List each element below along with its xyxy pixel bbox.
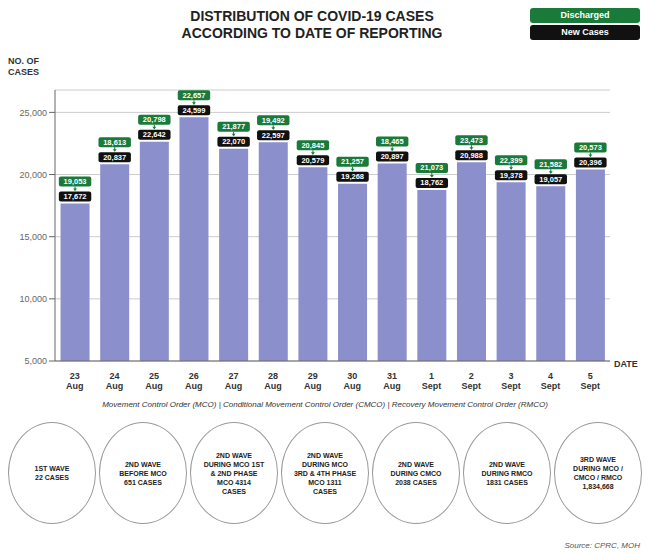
svg-text:26Aug: 26Aug: [185, 371, 203, 391]
svg-text:19,492: 19,492: [262, 116, 285, 125]
html-text:2ND WAVE DURING RMCO 1831 CASE: 2ND WAVE DURING RMCO 1831 CASES: [481, 460, 533, 486]
svg-text:20,897: 20,897: [381, 152, 404, 161]
svg-text:30Aug: 30Aug: [344, 371, 362, 391]
svg-text:22,070: 22,070: [222, 137, 245, 146]
svg-text:18,613: 18,613: [103, 138, 126, 147]
html-text:2ND WAVE BEFORE MCO 651 CASES: 2ND WAVE BEFORE MCO 651 CASES: [119, 460, 167, 486]
svg-text:20,579: 20,579: [301, 156, 324, 165]
svg-text:18,465: 18,465: [381, 137, 404, 146]
svg-text:19,378: 19,378: [500, 171, 523, 180]
html-text:Discharged: Discharged: [560, 10, 610, 20]
svg-text:20,396: 20,396: [579, 158, 602, 167]
svg-text:20,837: 20,837: [103, 153, 126, 162]
svg-text:20,845: 20,845: [301, 141, 324, 150]
svg-text:22,657: 22,657: [183, 91, 206, 100]
svg-text:10,000: 10,000: [19, 294, 47, 304]
svg-text:20,988: 20,988: [460, 151, 483, 160]
svg-text:22,597: 22,597: [262, 131, 285, 140]
svg-text:20,000: 20,000: [19, 170, 47, 180]
svg-text:19,053: 19,053: [64, 177, 87, 186]
svg-text:1Sept: 1Sept: [422, 371, 442, 391]
svg-text:20,573: 20,573: [579, 143, 602, 152]
svg-text:19,057: 19,057: [539, 175, 562, 184]
html-text:DISTRIBUTION OF COVID-19 CASES: DISTRIBUTION OF COVID-19 CASES ACCORDING…: [181, 8, 443, 41]
html-text:Source: CPRC, MOH: Source: CPRC, MOH: [564, 541, 640, 550]
html-text:2ND WAVE DURING MCO 1ST & 2ND: 2ND WAVE DURING MCO 1ST & 2ND PHASE MCO …: [203, 451, 265, 495]
svg-text:4Sept: 4Sept: [541, 371, 561, 391]
svg-text:31Aug: 31Aug: [383, 371, 401, 391]
svg-text:5,000: 5,000: [24, 356, 47, 366]
html-text:DATE: DATE: [614, 359, 638, 369]
svg-text:21,877: 21,877: [222, 122, 245, 131]
svg-text:21,257: 21,257: [341, 157, 364, 166]
svg-text:25,000: 25,000: [19, 108, 47, 118]
svg-text:24,599: 24,599: [183, 106, 206, 115]
svg-text:23Aug: 23Aug: [66, 371, 84, 391]
svg-text:5Sept: 5Sept: [580, 371, 600, 391]
svg-text:22,399: 22,399: [500, 156, 523, 165]
svg-text:23,473: 23,473: [460, 136, 483, 145]
html-text:NO. OF CASES: NO. OF CASES: [8, 56, 39, 77]
html-text:3RD WAVE DURING MCO / CMCO / R: 3RD WAVE DURING MCO / CMCO / RMCO 1,834,…: [573, 456, 623, 490]
svg-text:24Aug: 24Aug: [106, 371, 124, 391]
svg-text:15,000: 15,000: [19, 232, 47, 242]
svg-text:20,798: 20,798: [143, 115, 166, 124]
svg-text:2Sept: 2Sept: [461, 371, 481, 391]
svg-text:17,672: 17,672: [64, 192, 87, 201]
svg-text:21,582: 21,582: [539, 160, 562, 169]
svg-text:19,268: 19,268: [341, 172, 364, 181]
html-text:Movement Control Order (MCO) |: Movement Control Order (MCO) | Condition…: [102, 400, 548, 409]
svg-text:29Aug: 29Aug: [304, 371, 322, 391]
svg-text:3Sept: 3Sept: [501, 371, 521, 391]
svg-text:18,762: 18,762: [420, 178, 443, 187]
svg-text:25Aug: 25Aug: [145, 371, 163, 391]
html-text:2ND WAVE DURING CMCO 2038 CASE: 2ND WAVE DURING CMCO 2038 CASES: [390, 460, 442, 486]
html-text:New Cases: New Cases: [561, 27, 609, 37]
svg-text:28Aug: 28Aug: [264, 371, 282, 391]
svg-text:27Aug: 27Aug: [225, 371, 243, 391]
svg-text:22,642: 22,642: [143, 130, 166, 139]
html-text:1ST WAVE 22 CASES: 1ST WAVE 22 CASES: [34, 465, 70, 481]
html-text:2ND WAVE DURING MCO 3RD & 4TH: 2ND WAVE DURING MCO 3RD & 4TH PHASE MCO …: [293, 451, 357, 495]
svg-text:21,073: 21,073: [420, 163, 443, 172]
